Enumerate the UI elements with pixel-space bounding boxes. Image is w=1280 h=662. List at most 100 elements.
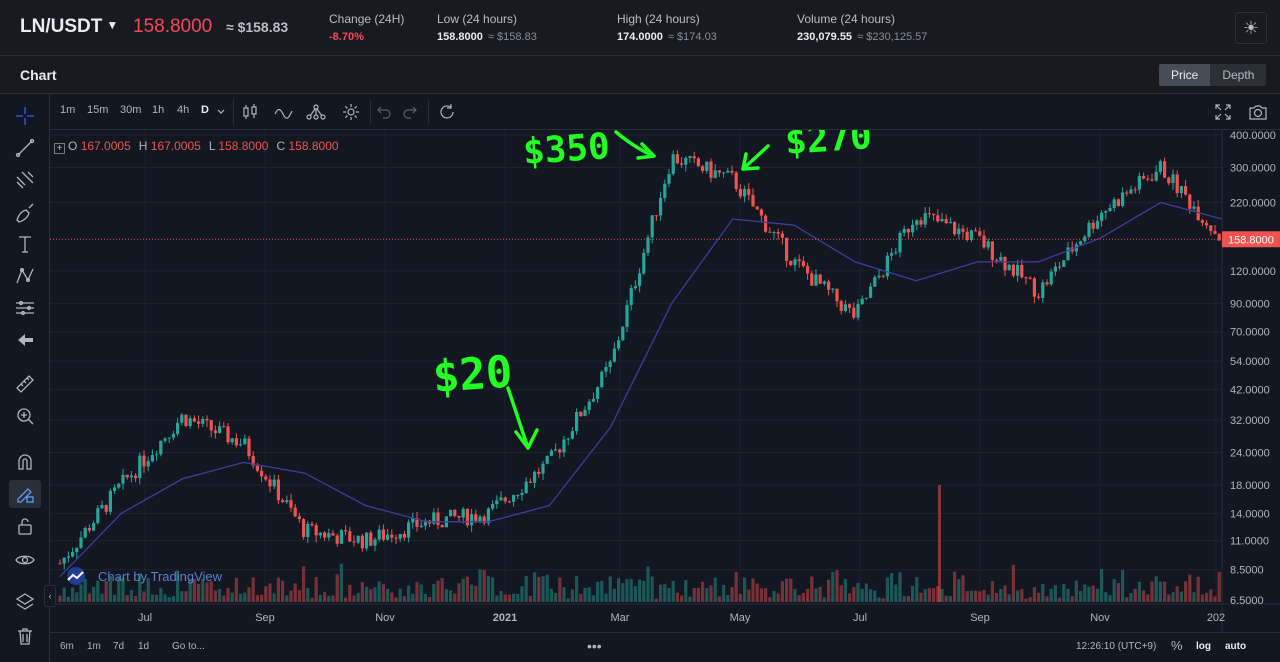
layers-icon[interactable] — [9, 588, 41, 616]
ruler-icon[interactable] — [9, 370, 41, 398]
candle-body — [104, 504, 108, 512]
volume-bar — [839, 585, 843, 602]
measure-grid-icon[interactable] — [9, 294, 41, 322]
collapse-chevron-icon[interactable]: ‹ — [44, 585, 56, 607]
brush-icon[interactable] — [9, 198, 41, 226]
candle-body — [650, 215, 654, 238]
theme-toggle-button[interactable]: ☀ — [1235, 12, 1267, 44]
candle-body — [512, 495, 516, 502]
time-axis-label: Jul — [138, 612, 152, 624]
pattern-icon[interactable] — [9, 262, 41, 290]
plus-icon[interactable]: + — [54, 143, 65, 154]
tradingview-watermark[interactable]: Chart by TradingView — [64, 567, 222, 585]
candles-icon[interactable] — [239, 101, 261, 123]
resize-handle-icon[interactable]: ••• — [587, 638, 602, 654]
range-7d[interactable]: 7d — [113, 641, 125, 652]
candle-body — [373, 539, 377, 546]
volume-bar — [696, 587, 700, 602]
candle-body — [142, 455, 146, 467]
volume-bar — [915, 577, 919, 602]
chevron-down-icon[interactable] — [212, 101, 230, 123]
volume-bar — [188, 578, 192, 602]
candle-body — [503, 497, 507, 502]
volume-bar — [1066, 588, 1070, 602]
network-icon[interactable] — [305, 101, 327, 123]
volume-bar — [713, 577, 717, 602]
range-1d[interactable]: 1d — [138, 641, 150, 652]
volume-bar — [289, 590, 293, 602]
camera-icon[interactable] — [1247, 101, 1269, 123]
volume-bar — [528, 595, 532, 602]
percent-toggle[interactable]: % — [1171, 638, 1183, 653]
indicator-icon[interactable] — [273, 101, 295, 123]
volume-bar — [339, 563, 343, 602]
volume-bar — [524, 575, 528, 602]
volume-bar — [982, 589, 986, 602]
lock-drawing-icon[interactable] — [9, 480, 41, 508]
volume-bar — [1003, 585, 1007, 602]
candle-body — [940, 218, 944, 222]
candle-body — [999, 256, 1003, 261]
eye-icon[interactable] — [9, 546, 41, 574]
timeframe-1h[interactable]: 1h — [152, 104, 165, 116]
range-6m[interactable]: 6m — [60, 641, 74, 652]
chart-area[interactable]: 400.0000 300.0000 220.0000 120.0000 90.0000 7… — [44, 116, 1280, 632]
timeframe-15m[interactable]: 15m — [87, 104, 109, 116]
volume-bar — [184, 591, 188, 602]
tab-depth[interactable]: Depth — [1222, 68, 1255, 82]
candle-body — [289, 500, 293, 508]
volume-bar — [558, 577, 562, 602]
volume-bar — [1179, 591, 1183, 602]
crosshair-icon[interactable] — [9, 102, 41, 130]
candle-body — [486, 508, 490, 524]
candle-body — [306, 523, 310, 538]
legend-l-label: L — [208, 139, 216, 153]
volume-bar — [776, 593, 780, 602]
magnet-icon[interactable] — [9, 448, 41, 476]
candle-body — [1062, 260, 1066, 267]
settings-icon[interactable] — [340, 101, 362, 123]
tab-price[interactable]: Price — [1159, 64, 1211, 86]
volume-bar — [734, 572, 738, 602]
timeframe-4h[interactable]: 4h — [177, 104, 190, 116]
volume-bar — [772, 590, 776, 602]
divider — [370, 100, 371, 124]
trash-icon[interactable] — [9, 622, 41, 650]
text-icon[interactable] — [9, 230, 41, 258]
volume-bar — [1028, 597, 1032, 602]
volume-bar — [297, 590, 301, 602]
trendline-icon[interactable] — [9, 134, 41, 162]
pair-selector[interactable]: LN/USDT ▼ — [20, 16, 118, 38]
auto-toggle[interactable]: auto — [1225, 641, 1247, 652]
candle-body — [768, 231, 772, 233]
volume-bar — [129, 590, 133, 602]
candle-body — [453, 509, 457, 516]
candle-body — [1020, 264, 1024, 278]
candle-body — [772, 232, 776, 234]
annotation-arrow — [506, 386, 539, 450]
fib-icon[interactable] — [9, 166, 41, 194]
chart-title: Chart — [20, 67, 57, 83]
log-toggle[interactable]: log — [1196, 641, 1211, 652]
candle-body — [671, 154, 675, 175]
back-arrow-icon[interactable] — [9, 326, 41, 354]
undo-icon[interactable] — [373, 101, 395, 123]
zoom-icon[interactable] — [9, 402, 41, 430]
lock-icon[interactable] — [9, 512, 41, 540]
timeframe-1m[interactable]: 1m — [60, 104, 76, 116]
redo-icon[interactable] — [399, 101, 421, 123]
timeframe-d[interactable]: D — [201, 104, 209, 116]
fullscreen-icon[interactable] — [1212, 101, 1234, 123]
price-axis-label: 6.5000 — [1230, 595, 1264, 607]
volume-bar — [201, 578, 205, 602]
candle-body — [239, 444, 243, 446]
candle-body — [675, 154, 679, 164]
refresh-icon[interactable] — [436, 101, 458, 123]
timeframe-30m[interactable]: 30m — [120, 104, 142, 116]
volume-bar — [663, 584, 667, 602]
volume-bar — [738, 593, 742, 602]
price-chart[interactable]: 400.0000 300.0000 220.0000 120.0000 90.0000 7… — [50, 116, 1280, 632]
range-1m[interactable]: 1m — [87, 641, 101, 652]
volume-bar — [617, 578, 621, 602]
goto-button[interactable]: Go to... — [172, 641, 205, 652]
